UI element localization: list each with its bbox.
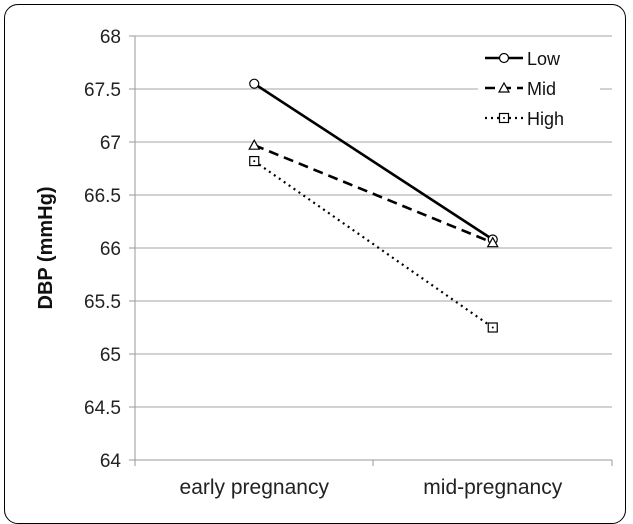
data-point-mid [248, 138, 261, 150]
series-high [249, 155, 498, 333]
y-tick-label: 65.5 [84, 292, 121, 313]
y-tick-label: 64 [100, 451, 122, 472]
data-point-high-dot [491, 326, 494, 329]
data-point-low [249, 78, 260, 89]
series-low [249, 78, 498, 245]
y-tick-label: 66.5 [84, 186, 121, 207]
series-line-mid [253, 143, 494, 244]
legend-label: Low [527, 49, 561, 69]
data-point-mid [486, 236, 499, 248]
legend-label: High [527, 109, 564, 129]
data-point-high [487, 322, 498, 333]
series-layer [248, 78, 499, 333]
y-tick-label: 66 [100, 239, 121, 260]
legend-swatch-marker [498, 52, 510, 64]
y-tick-label: 67 [100, 133, 121, 154]
dbp-line-chart: 64 64.5 65 65.5 66 66.5 67 67.5 68 early pregnan… [35, 27, 613, 499]
series-line-low [253, 82, 494, 241]
x-tick-label: early pregnancy [180, 476, 330, 499]
legend-swatch-marker [497, 81, 511, 93]
axes [134, 36, 613, 466]
data-point-high [249, 155, 260, 167]
y-axis-label: DBP (mmHg) [35, 187, 57, 310]
legend-item-mid: Mid [485, 79, 556, 99]
data-point-high-dot [253, 160, 256, 163]
legend: Low Mid High [478, 42, 600, 134]
series-line-high [253, 160, 494, 329]
y-tick-label: 67.5 [84, 80, 121, 101]
x-tick-label: mid-pregnancy [423, 476, 562, 499]
x-tick-labels: early pregnancy mid-pregnancy [180, 476, 563, 499]
legend-item-low: Low [485, 49, 561, 69]
legend-item-high: High [485, 109, 564, 129]
legend-swatch-marker [498, 112, 510, 124]
y-tick-label: 65 [100, 345, 121, 366]
legend-label: Mid [527, 79, 556, 99]
y-tick-labels: 64 64.5 65 65.5 66 66.5 67 67.5 68 [84, 27, 121, 472]
series-mid [248, 138, 499, 248]
y-tick-label: 64.5 [84, 398, 121, 419]
legend-swatch-marker-dot [503, 117, 505, 119]
y-tick-label: 68 [100, 27, 121, 48]
